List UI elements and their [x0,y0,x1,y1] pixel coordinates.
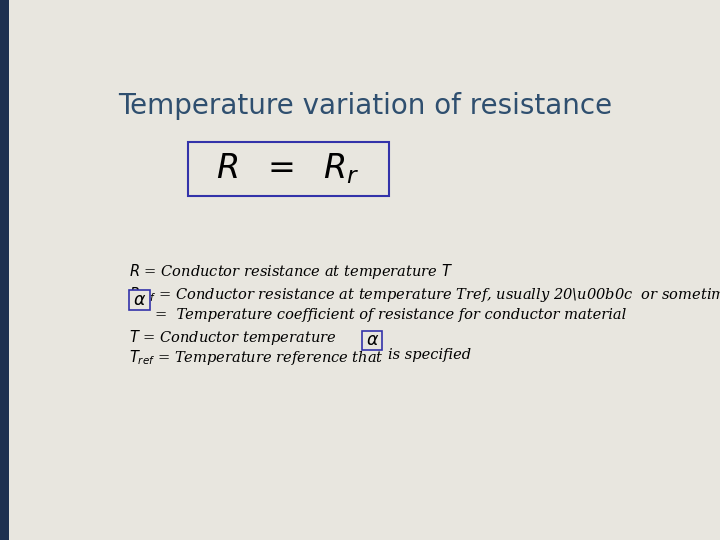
Text: =  Temperature coefficient of resistance for conductor material: = Temperature coefficient of resistance … [155,308,626,322]
Text: $\alpha$: $\alpha$ [133,292,146,309]
Text: $\mathit{T}$ = Conductor temperature: $\mathit{T}$ = Conductor temperature [129,328,337,347]
Text: Temperature variation of resistance: Temperature variation of resistance [118,92,612,120]
Text: $\mathit{R\ \ =\ \ R_r}$: $\mathit{R\ \ =\ \ R_r}$ [216,151,360,186]
Text: $\mathit{R}_{\mathit{ref}}$ = Conductor resistance at temperature Tref, usually : $\mathit{R}_{\mathit{ref}}$ = Conductor … [129,285,720,304]
Bar [129,290,150,310]
Text: $\alpha$: $\alpha$ [366,333,379,349]
Bar [188,141,389,196]
Text: is specified: is specified [388,348,471,362]
Text: $\mathit{T}_{\mathit{ref}}$ = Temperature reference that: $\mathit{T}_{\mathit{ref}}$ = Temperatur… [129,348,384,367]
Text: $\mathit{R}$ = Conductor resistance at temperature $\mathit{T}$: $\mathit{R}$ = Conductor resistance at t… [129,262,453,281]
Bar [362,332,382,350]
